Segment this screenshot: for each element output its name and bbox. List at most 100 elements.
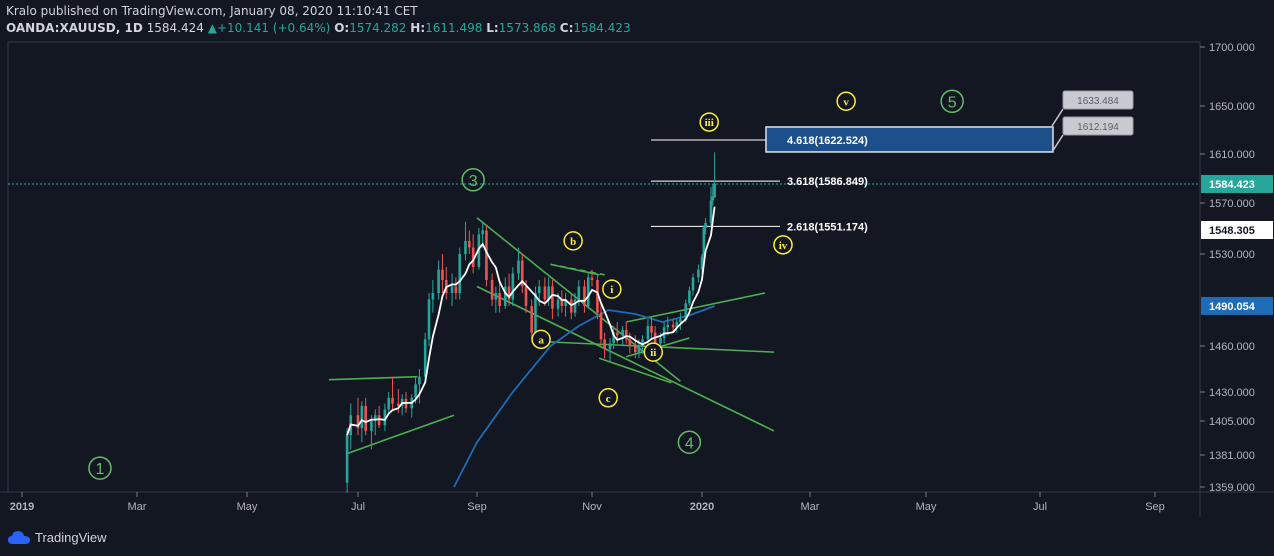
candle-body [498, 293, 501, 306]
wave-label-minor-circle [602, 279, 622, 299]
candle-body [494, 293, 498, 300]
candle-body [431, 293, 435, 300]
x-tick-label: 2019 [10, 501, 34, 513]
high-value: 1611.498 [425, 21, 483, 35]
open-value: 1574.282 [349, 21, 407, 35]
open-label: O: [334, 21, 350, 35]
wave-label-minor-circle [643, 342, 664, 362]
fib-level-label: 4.618(1622.524) [787, 135, 868, 147]
trendline [626, 292, 766, 323]
wave-label-major-circle [677, 430, 702, 454]
candle-body [608, 343, 612, 350]
candle-body [387, 397, 391, 410]
candle-body [628, 339, 632, 346]
symbol-label[interactable]: OANDA:XAUUSD, 1D [6, 21, 143, 35]
price-chart[interactable]: 1700.000 1650.000 1610.000 1570.000 1530.000… [0, 0, 1274, 524]
candle-body [534, 293, 537, 333]
candle-body [485, 230, 488, 280]
candle-body [615, 332, 619, 336]
x-tick-label: Mar [128, 501, 147, 513]
wave-label-minor: b [570, 236, 576, 248]
fib-level-label: 2.618(1551.174) [787, 221, 868, 233]
ohlc-legend: OANDA:XAUUSD, 1D 1584.424 ▲+10.141 (+0.6… [6, 21, 631, 35]
candle-body [373, 415, 377, 421]
candle-body [364, 405, 367, 431]
candle-body [490, 280, 494, 300]
candle-body [700, 256, 704, 270]
wave-label-major: 3 [469, 173, 478, 190]
candle-body [356, 415, 360, 429]
wave-label-minor-circle [563, 231, 583, 251]
candle-body [711, 196, 715, 201]
candle-body [633, 346, 637, 353]
fast-moving-average [346, 206, 716, 436]
low-value: 1573.868 [498, 21, 556, 35]
candle-body [702, 227, 706, 257]
publish-info: Kralo published on TradingView.com, Janu… [6, 4, 418, 18]
candle-body [468, 240, 471, 248]
y-tick-label: 1381.000 [1209, 450, 1255, 462]
candle-body [450, 286, 454, 293]
y-tick-label: 1700.000 [1209, 42, 1255, 54]
close-value: 1584.423 [573, 21, 631, 35]
candle-body [423, 339, 427, 377]
candle-body [560, 299, 564, 306]
candle-body [583, 286, 586, 306]
callout-pointer [1051, 108, 1064, 127]
wave-label-minor-circle [699, 112, 719, 132]
candle-body [458, 254, 462, 293]
high-label: H: [410, 21, 426, 35]
y-tick-label: 1405.000 [1209, 416, 1255, 428]
trendline [328, 375, 418, 381]
tradingview-logo[interactable]: TradingView [8, 530, 107, 545]
candle-body [547, 286, 550, 300]
candle-body [671, 324, 675, 328]
wave-label-major: 5 [948, 94, 957, 111]
candle-body [418, 376, 421, 385]
candle-body [530, 306, 533, 333]
slow-moving-average [453, 305, 715, 488]
candle-body [441, 269, 444, 280]
y-tick-label: 1530.000 [1209, 249, 1255, 261]
x-tick-label: Jul [351, 501, 365, 513]
candle-body [383, 409, 387, 426]
candle-body [684, 303, 688, 320]
candle-body [666, 324, 670, 328]
candle-body [675, 322, 679, 328]
candle-body [537, 286, 541, 293]
candle-body [603, 339, 606, 350]
candle-body [650, 326, 653, 333]
target-box [765, 126, 1054, 153]
change-arrow-icon: ▲ [207, 21, 217, 35]
wave-label-minor-circle [773, 235, 793, 255]
x-tick-label: Sep [467, 501, 487, 513]
trendline [550, 341, 775, 353]
candle-body [551, 286, 554, 309]
candle-body [612, 332, 615, 344]
y-tick-label: 1650.000 [1209, 101, 1255, 113]
candle-body [414, 384, 417, 398]
price-badge [1201, 220, 1273, 239]
trendline [598, 357, 672, 384]
price-badge [1201, 174, 1273, 193]
fib-level-label: 3.618(1586.849) [787, 176, 868, 188]
candle-body [564, 299, 567, 306]
wave-label-minor-circle [836, 91, 856, 112]
publish-text: Kralo published on TradingView.com, Janu… [6, 4, 418, 18]
y-tick-label: 1570.000 [1209, 198, 1255, 210]
candle-body [641, 339, 644, 346]
candle-body [427, 299, 431, 340]
callout-value: 1633.484 [1077, 96, 1119, 107]
callout-box [1062, 90, 1134, 110]
candle-body [437, 269, 440, 293]
price-change: +10.141 (+0.64%) [216, 21, 331, 35]
candle-body [503, 286, 507, 306]
candle-body [454, 286, 458, 293]
candle-body [679, 319, 682, 322]
price-badge-value: 1490.054 [1209, 301, 1256, 313]
last-price: 1584.424 [146, 21, 204, 35]
x-tick-label: Sep [1145, 501, 1165, 513]
price-badge-value: 1584.423 [1209, 179, 1255, 191]
candle-body [624, 330, 628, 340]
wave-label-minor: iii [705, 117, 714, 129]
